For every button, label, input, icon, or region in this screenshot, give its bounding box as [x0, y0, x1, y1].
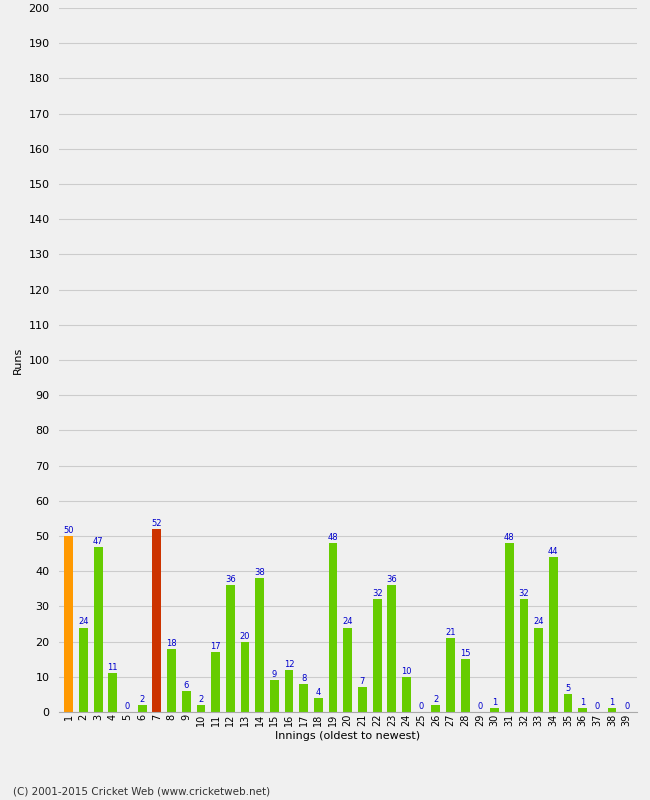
Bar	[329, 543, 337, 712]
Text: 2: 2	[140, 695, 145, 704]
Bar	[182, 691, 190, 712]
Text: 1: 1	[492, 698, 497, 707]
Bar	[314, 698, 323, 712]
Text: 7: 7	[359, 678, 365, 686]
Bar	[372, 599, 382, 712]
Text: (C) 2001-2015 Cricket Web (www.cricketweb.net): (C) 2001-2015 Cricket Web (www.cricketwe…	[13, 786, 270, 796]
Text: 11: 11	[108, 663, 118, 672]
Text: 44: 44	[548, 547, 558, 556]
Bar	[432, 705, 440, 712]
Text: 0: 0	[419, 702, 424, 711]
Bar	[446, 638, 455, 712]
Text: 32: 32	[372, 590, 382, 598]
X-axis label: Innings (oldest to newest): Innings (oldest to newest)	[275, 731, 421, 742]
Bar	[240, 642, 250, 712]
Bar	[608, 709, 616, 712]
Y-axis label: Runs: Runs	[13, 346, 23, 374]
Bar	[402, 677, 411, 712]
Bar	[79, 627, 88, 712]
Text: 2: 2	[198, 695, 203, 704]
Text: 10: 10	[401, 666, 411, 676]
Bar	[138, 705, 147, 712]
Bar	[519, 599, 528, 712]
Text: 5: 5	[566, 684, 571, 694]
Text: 36: 36	[225, 575, 236, 584]
Text: 38: 38	[254, 568, 265, 577]
Text: 20: 20	[240, 631, 250, 641]
Bar	[387, 586, 396, 712]
Text: 0: 0	[624, 702, 629, 711]
Text: 4: 4	[316, 688, 321, 697]
Text: 48: 48	[504, 533, 515, 542]
Bar	[109, 674, 117, 712]
Text: 12: 12	[284, 660, 294, 669]
Text: 17: 17	[211, 642, 221, 651]
Bar	[534, 627, 543, 712]
Bar	[299, 684, 308, 712]
Bar	[167, 649, 176, 712]
Text: 8: 8	[301, 674, 306, 682]
Text: 50: 50	[64, 526, 74, 535]
Bar	[255, 578, 264, 712]
Bar	[270, 680, 279, 712]
Text: 32: 32	[519, 590, 529, 598]
Text: 47: 47	[93, 537, 103, 546]
Bar	[343, 627, 352, 712]
Text: 2: 2	[433, 695, 439, 704]
Bar	[153, 529, 161, 712]
Text: 1: 1	[580, 698, 585, 707]
Text: 24: 24	[78, 618, 88, 626]
Text: 24: 24	[343, 618, 353, 626]
Text: 0: 0	[595, 702, 600, 711]
Text: 18: 18	[166, 638, 177, 647]
Text: 21: 21	[445, 628, 456, 637]
Bar	[285, 670, 293, 712]
Bar	[490, 709, 499, 712]
Bar	[64, 536, 73, 712]
Bar	[461, 659, 469, 712]
Bar	[358, 687, 367, 712]
Text: 6: 6	[183, 681, 189, 690]
Text: 24: 24	[534, 618, 544, 626]
Text: 48: 48	[328, 533, 339, 542]
Bar	[549, 557, 558, 712]
Bar	[226, 586, 235, 712]
Text: 15: 15	[460, 649, 471, 658]
Bar	[211, 652, 220, 712]
Bar	[196, 705, 205, 712]
Text: 52: 52	[151, 519, 162, 528]
Bar	[94, 546, 103, 712]
Bar	[505, 543, 514, 712]
Text: 9: 9	[272, 670, 277, 679]
Text: 0: 0	[477, 702, 482, 711]
Bar	[578, 709, 587, 712]
Bar	[564, 694, 573, 712]
Text: 0: 0	[125, 702, 130, 711]
Text: 1: 1	[610, 698, 615, 707]
Text: 36: 36	[386, 575, 397, 584]
